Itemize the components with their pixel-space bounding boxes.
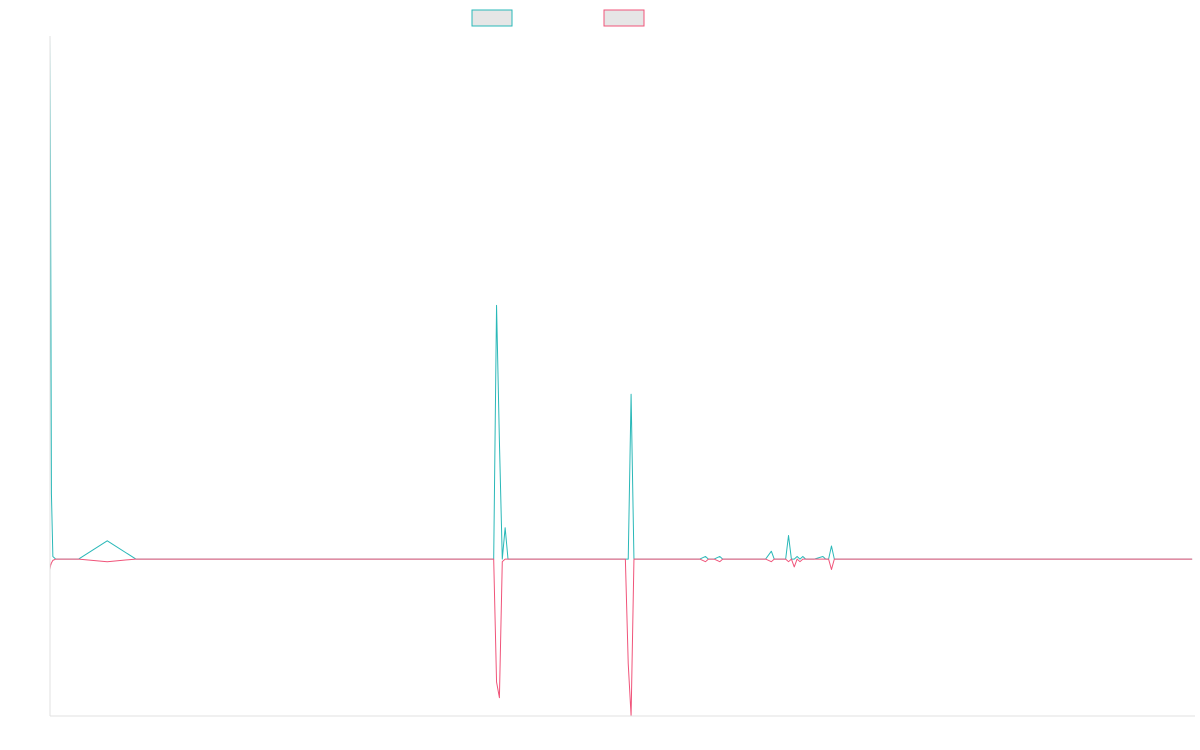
legend-swatch-1[interactable] [471, 9, 513, 27]
series-line-1 [49, 35, 1193, 560]
legend-swatch-2[interactable] [603, 9, 645, 27]
legend [471, 9, 645, 27]
series-layer [49, 35, 1193, 717]
axes-layer [49, 36, 1195, 717]
series-line-2 [49, 558, 1193, 717]
